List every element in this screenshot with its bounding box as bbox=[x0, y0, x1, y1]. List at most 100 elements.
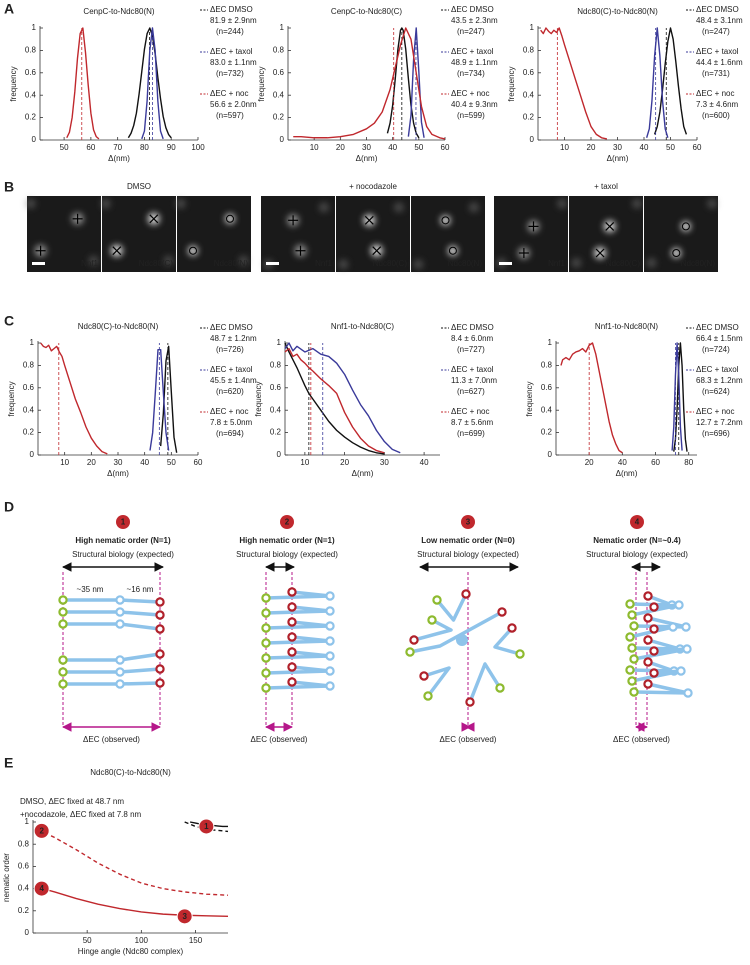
legend-n: (n=699) bbox=[457, 429, 485, 438]
y-axis-label: frequency bbox=[257, 66, 266, 101]
molecule-rod bbox=[412, 618, 453, 642]
x-tick-label: 10 bbox=[310, 143, 319, 152]
condition-title: DMSO bbox=[127, 182, 151, 191]
x-tick-label: 30 bbox=[613, 143, 622, 152]
background-spot bbox=[318, 202, 329, 213]
step-badge bbox=[280, 515, 294, 529]
channel-label: Ndc80(N) bbox=[681, 259, 716, 268]
y-tick-label: 0.6 bbox=[23, 383, 35, 392]
ndc80-n-end bbox=[287, 662, 297, 672]
x-tick-label: 20 bbox=[87, 458, 96, 467]
ndc80-c-end bbox=[405, 647, 415, 657]
chart-title: Nnf1-to-Ndc80(N) bbox=[595, 322, 658, 331]
legend-label: ΔEC + taxol bbox=[210, 47, 253, 56]
chart-title: Ndc80(C)-to-Ndc80(N) bbox=[78, 322, 159, 331]
y-tick-label: 0.4 bbox=[25, 90, 37, 99]
ndc80-n-end bbox=[461, 589, 471, 599]
channel-label: Ndc80(N) bbox=[214, 259, 249, 268]
y-tick-label: 0.8 bbox=[523, 46, 535, 55]
channel-label: Ndc80(C) bbox=[139, 259, 174, 268]
ndc80-n-end bbox=[155, 664, 165, 674]
x-tick-label: 30 bbox=[114, 458, 123, 467]
legend-stats: 48.7 ± 1.2nm bbox=[210, 334, 257, 343]
spot-marker bbox=[672, 249, 681, 257]
y-tick-label: 0.2 bbox=[273, 113, 285, 122]
y-tick-label: 0.8 bbox=[273, 46, 285, 55]
y-tick-label: 0.4 bbox=[270, 405, 282, 414]
x-tick-label: 50 bbox=[167, 458, 176, 467]
molecule-rod bbox=[61, 681, 162, 686]
state-marker bbox=[33, 822, 50, 839]
x-tick-label: 30 bbox=[362, 143, 371, 152]
ndc80-n-end bbox=[643, 679, 653, 689]
ndc80-n-end bbox=[155, 597, 165, 607]
ndc80-n-end bbox=[287, 632, 297, 642]
y-tick-label: 0.6 bbox=[270, 383, 282, 392]
data-line bbox=[653, 27, 688, 135]
ndc80-c-end bbox=[627, 676, 637, 686]
ndc80-n-end bbox=[465, 697, 475, 707]
y-tick-label: 1 bbox=[32, 23, 37, 32]
x-tick-label: 40 bbox=[140, 458, 149, 467]
y-tick-label: 0 bbox=[530, 135, 535, 144]
legend-label: ΔEC + noc bbox=[696, 89, 734, 98]
state-marker-label: 4 bbox=[39, 884, 44, 893]
legend-label: ΔEC + noc bbox=[696, 407, 734, 416]
legend-label: ΔEC + noc bbox=[210, 89, 248, 98]
molecule-rod bbox=[408, 610, 504, 654]
ndc80-c-end bbox=[261, 683, 271, 693]
legend-stats: 7.3 ± 4.6nm bbox=[696, 100, 739, 109]
x-tick-label: 40 bbox=[640, 143, 649, 152]
spot-marker bbox=[448, 246, 457, 255]
y-tick-label: 0.8 bbox=[18, 839, 30, 848]
legend-n: (n=627) bbox=[457, 387, 485, 396]
y-axis-label: nematic order bbox=[2, 853, 11, 902]
hinge bbox=[325, 666, 335, 676]
spot-marker bbox=[595, 248, 605, 258]
legend-stats: 8.4 ± 6.0nm bbox=[451, 334, 494, 343]
ndc80-n-end bbox=[649, 646, 659, 656]
background-spot bbox=[88, 255, 99, 266]
legend-stats: 12.7 ± 7.2nm bbox=[696, 418, 743, 427]
spot-marker bbox=[441, 216, 450, 225]
ndc80-c-end bbox=[625, 599, 635, 609]
chart-title: CenpC-to-Ndc80(C) bbox=[331, 7, 402, 16]
micrograph bbox=[569, 196, 643, 272]
y-tick-label: 0.8 bbox=[541, 361, 553, 370]
step-number: 2 bbox=[285, 518, 290, 527]
hinge bbox=[115, 607, 125, 617]
legend-label: ΔEC + noc bbox=[451, 407, 489, 416]
ndc80-c-end bbox=[427, 615, 437, 625]
molecule-rod bbox=[632, 682, 690, 695]
y-tick-label: 0 bbox=[25, 928, 30, 937]
molecule-rod bbox=[264, 680, 332, 690]
state-marker-label: 1 bbox=[204, 822, 209, 831]
hinge bbox=[676, 666, 686, 676]
molecule-rod bbox=[632, 616, 688, 629]
background-spot bbox=[413, 259, 424, 270]
background-spot bbox=[571, 257, 582, 268]
expected-label: Structural biology (expected) bbox=[72, 550, 174, 559]
legend-stats: 40.4 ± 9.3nm bbox=[451, 100, 498, 109]
y-tick-label: 0.2 bbox=[25, 113, 37, 122]
background-spot bbox=[100, 198, 111, 209]
hinge bbox=[325, 591, 335, 601]
data-line bbox=[284, 342, 401, 454]
x-tick-label: 60 bbox=[693, 143, 702, 152]
length-label: ~16 nm bbox=[127, 585, 154, 594]
state-marker bbox=[176, 908, 193, 925]
x-axis-label: Δ(nm) bbox=[356, 154, 378, 163]
ndc80-c-end bbox=[261, 593, 271, 603]
hinge bbox=[325, 621, 335, 631]
spot-marker bbox=[372, 246, 382, 256]
observed-label: ΔEC (observed) bbox=[83, 735, 140, 744]
legend-stats: 48.4 ± 3.1nm bbox=[696, 16, 743, 25]
scale-bar bbox=[499, 262, 512, 265]
annotation: +nocodazole, ΔEC fixed at 7.8 nm bbox=[20, 810, 142, 819]
molecule-rod bbox=[422, 666, 451, 698]
hinge bbox=[115, 655, 125, 665]
molecule-rod bbox=[61, 598, 162, 604]
y-tick-label: 0.2 bbox=[541, 428, 553, 437]
ndc80-n-end bbox=[287, 617, 297, 627]
length-label: ~35 nm bbox=[77, 585, 104, 594]
